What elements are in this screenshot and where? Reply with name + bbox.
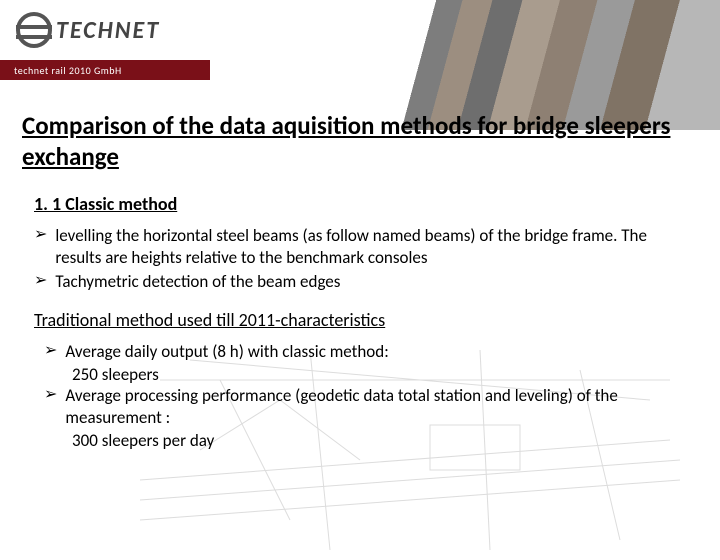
section-heading-2: Traditional method used till 2011-charac…: [34, 309, 698, 331]
bullet-list-2: ➢ Average daily output (8 h) with classi…: [44, 341, 686, 451]
bullet-arrow-icon: ➢: [34, 271, 47, 293]
bullet-arrow-icon: ➢: [44, 385, 57, 428]
slide-title: Comparison of the data aquisition method…: [22, 110, 698, 173]
bullet-text: levelling the horizontal steel beams (as…: [55, 225, 686, 269]
bullet-value: 300 sleepers per day: [72, 430, 686, 451]
brand-bar: technet rail 2010 GmbH: [0, 60, 210, 80]
list-item: ➢ levelling the horizontal steel beams (…: [34, 225, 686, 269]
list-item: ➢ Average daily output (8 h) with classi…: [44, 341, 686, 362]
list-item: ➢ Average processing performance (geodet…: [44, 385, 686, 428]
logo-mark-icon: [16, 12, 52, 48]
bullet-arrow-icon: ➢: [44, 341, 57, 362]
bullet-text: Average processing performance (geodetic…: [65, 385, 686, 428]
slide-content: Comparison of the data aquisition method…: [0, 80, 720, 451]
list-item: ➢ Tachymetric detection of the beam edge…: [34, 271, 686, 293]
logo-text: TECHNET: [56, 16, 160, 45]
slide-header: TECHNET technet rail 2010 GmbH: [0, 0, 720, 80]
bullet-value: 250 sleepers: [72, 364, 686, 385]
logo: TECHNET: [16, 12, 160, 48]
bullet-arrow-icon: ➢: [34, 225, 47, 269]
bullet-text: Tachymetric detection of the beam edges: [55, 271, 340, 293]
section-heading-1: 1. 1 Classic method: [34, 193, 698, 215]
bullet-list-1: ➢ levelling the horizontal steel beams (…: [34, 225, 686, 293]
bullet-text: Average daily output (8 h) with classic …: [65, 341, 388, 362]
